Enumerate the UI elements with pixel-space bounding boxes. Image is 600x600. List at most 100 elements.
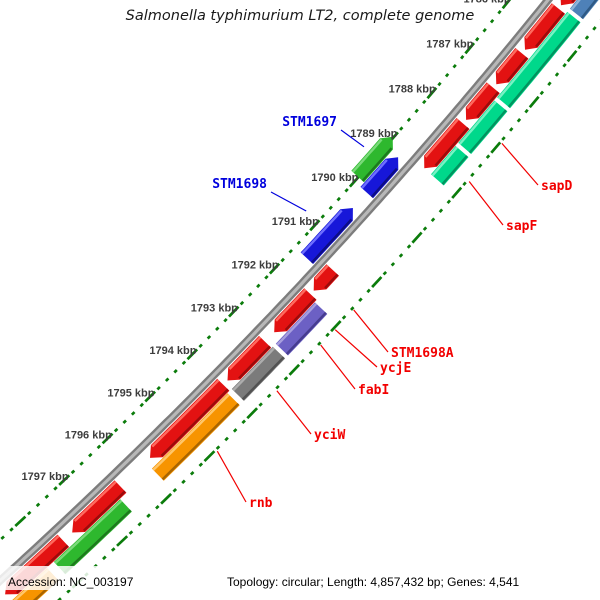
gene-highlight xyxy=(275,288,307,322)
gene-highlight xyxy=(458,100,497,145)
gene-highlight xyxy=(466,82,490,110)
tick-label-1793: 1793 kbp xyxy=(191,302,238,314)
gene-highlight xyxy=(314,264,329,280)
gene-highlight xyxy=(152,393,230,471)
gene-highlight xyxy=(496,48,518,74)
gene-shadow xyxy=(241,356,285,401)
gene-shadow xyxy=(160,388,229,457)
gene-fabI[interactable] xyxy=(274,288,317,333)
tick-label-1788: 1788 kbp xyxy=(389,84,436,96)
topology-text: Topology: circular; Length: 4,857,432 bp… xyxy=(227,575,520,589)
gene-red-segment[interactable] xyxy=(72,480,127,533)
gene-red-segment[interactable] xyxy=(150,378,230,458)
tick-label-1790: 1790 kbp xyxy=(311,172,358,184)
gene-springgreen-segment[interactable] xyxy=(497,11,581,109)
leader-line-STM1698 xyxy=(270,191,307,212)
tick-label-1792: 1792 kbp xyxy=(232,259,279,271)
gene-shadow xyxy=(506,56,528,82)
gene-highlight xyxy=(524,3,555,39)
gene-STM1698A[interactable] xyxy=(313,264,339,291)
leader-line-sapF xyxy=(468,181,504,226)
gene-sapF[interactable] xyxy=(431,146,469,186)
gene-shadow xyxy=(580,0,598,19)
gene-rnb[interactable] xyxy=(151,393,240,481)
gene-label-yciW[interactable]: yciW xyxy=(314,428,345,443)
gene-shadow xyxy=(507,20,581,108)
gene-red-segment[interactable] xyxy=(424,118,470,169)
gene-ycjE[interactable] xyxy=(275,302,328,356)
gene-sapD[interactable] xyxy=(458,100,508,155)
tick-label-1794: 1794 kbp xyxy=(149,345,196,357)
leader-line-yciW xyxy=(276,390,312,435)
gene-shadow xyxy=(370,167,398,198)
gene-shadow xyxy=(238,345,271,380)
accession-text: Accession: NC_003197 xyxy=(8,575,134,589)
gene-highlight xyxy=(54,499,123,565)
gene-label-sapD[interactable]: sapD xyxy=(541,179,572,194)
leader-line-STM1698A xyxy=(353,309,389,353)
gene-label-STM1698[interactable]: STM1698 xyxy=(212,177,267,192)
tick-labels: 1786 kbp 1787 kbp 1788 kbp 1789 kbp 1790 kbp… xyxy=(22,0,511,483)
gene-shadow xyxy=(324,273,339,289)
gene-red-segment[interactable] xyxy=(465,82,500,120)
tick-label-1791: 1791 kbp xyxy=(272,216,319,228)
gene-shadow xyxy=(161,402,240,481)
gene-red-segment[interactable] xyxy=(524,3,566,50)
gene-highlight xyxy=(301,209,343,255)
leader-line-STM1697 xyxy=(340,129,365,148)
gene-shadow xyxy=(361,147,393,182)
gene-highlight xyxy=(151,379,220,448)
gene-red-segment[interactable] xyxy=(227,335,272,381)
gene-highlight xyxy=(424,118,459,158)
gene-green-segment[interactable] xyxy=(53,499,132,575)
gene-blue-segment[interactable] xyxy=(360,157,399,199)
gene-shadow xyxy=(441,155,468,185)
gene-highlight xyxy=(73,480,117,522)
gene-STM1698[interactable] xyxy=(300,208,353,264)
gene-highlight xyxy=(360,159,388,189)
gene-label-sapF[interactable]: sapF xyxy=(506,219,537,234)
gene-highlight xyxy=(232,347,276,392)
leader-line-ycjE xyxy=(334,329,378,368)
gene-label-STM1698A[interactable]: STM1698A xyxy=(391,346,454,361)
gene-shadow xyxy=(63,509,132,574)
gene-highlight xyxy=(276,302,318,346)
gene-shadow xyxy=(535,11,565,48)
leader-line-rnb xyxy=(216,450,247,503)
gene-highlight xyxy=(431,146,458,177)
gene-shadow xyxy=(476,91,500,118)
gene-label-rnb[interactable]: rnb xyxy=(249,496,273,511)
gene-yciW[interactable] xyxy=(231,346,286,401)
tick-label-1786: 1786 kbp xyxy=(464,0,511,6)
tick-label-1787: 1787 kbp xyxy=(426,39,473,51)
gene-highlight xyxy=(351,138,383,173)
gene-shadow xyxy=(82,490,126,532)
tick-label-1795: 1795 kbp xyxy=(107,387,154,399)
gene-shadow xyxy=(434,127,470,167)
gene-shadow xyxy=(468,109,507,154)
gene-label-fabI[interactable]: fabI xyxy=(358,383,389,398)
gene-label-STM1697[interactable]: STM1697 xyxy=(282,115,337,130)
gene-shadow xyxy=(284,297,317,331)
tick-label-1789: 1789 kbp xyxy=(350,128,397,140)
status-bar xyxy=(0,566,600,590)
gene-shadow xyxy=(285,311,327,355)
tick-label-1797: 1797 kbp xyxy=(22,471,69,483)
map-title: Salmonella typhimurium LT2, complete gen… xyxy=(125,8,475,24)
gene-highlight xyxy=(228,336,262,370)
gene-highlight xyxy=(497,12,570,100)
gene-shadow xyxy=(310,218,353,264)
gene-label-ycjE[interactable]: ycjE xyxy=(380,361,411,376)
gene-red-segment[interactable] xyxy=(495,48,529,85)
tick-label-1796: 1796 kbp xyxy=(65,429,112,441)
leader-line-sapD xyxy=(501,143,539,186)
gene-STM1697[interactable] xyxy=(351,136,393,183)
leader-line-fabI xyxy=(320,344,356,390)
